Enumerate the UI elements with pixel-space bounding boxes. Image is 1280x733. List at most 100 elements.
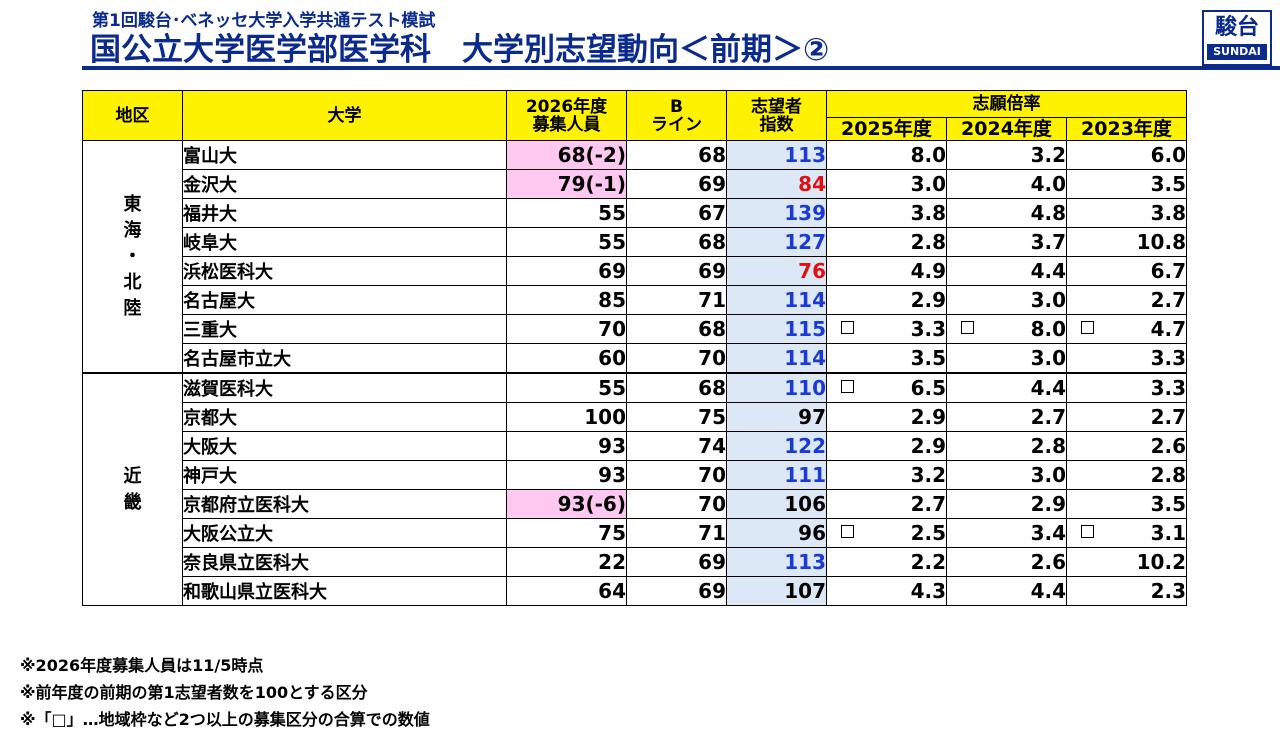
index-cell: 107 [726, 576, 827, 606]
university-name: 大阪大 [182, 431, 507, 461]
ratio-value: 6.0 [1150, 143, 1186, 167]
region-cell: 近畿 [82, 372, 183, 606]
index-cell: 84 [726, 169, 827, 199]
header-quota-line1: 2026年度 [525, 96, 608, 117]
ratio-value: 2.7 [1150, 288, 1186, 312]
table-row: 京都大 100 75 97 2.9 2.7 2.7 [83, 402, 1187, 432]
ratio-value: 2.2 [910, 550, 946, 574]
bline-cell: 68 [626, 314, 727, 344]
quota-cell: 100 [506, 402, 627, 432]
region-char: 海 [123, 219, 142, 241]
table-row: 近畿滋賀医科大 55 68 110 6.5 4.4 3.3 [82, 372, 1187, 606]
ratio-value: 3.8 [1150, 201, 1186, 225]
ratio-cell: 4.7 [1066, 314, 1187, 344]
university-name: 京都大 [182, 402, 507, 432]
quota-cell: 60 [506, 343, 627, 374]
ratio-cell: 3.0 [946, 460, 1067, 490]
bline-cell: 69 [626, 169, 727, 199]
ratio-value: 3.3 [1150, 346, 1186, 370]
ratio-value: 2.8 [1150, 463, 1186, 487]
university-table: 地区 大学 2026年度 募集人員 B ライン 志望者 指数 志願倍率 2025… [82, 90, 1187, 606]
ratio-value: 3.5 [1150, 172, 1186, 196]
university-name: 福井大 [182, 198, 507, 228]
ratio-cell: 3.2 [826, 460, 947, 490]
bline-cell: 69 [626, 576, 727, 606]
header-year-2025: 2025年度 [826, 117, 947, 141]
ratio-value: 10.2 [1136, 550, 1186, 574]
ratio-value: 6.7 [1150, 259, 1186, 283]
bline-cell: 69 [626, 256, 727, 286]
bline-cell: 70 [626, 489, 727, 519]
index-cell: 106 [726, 489, 827, 519]
ratio-value: 8.0 [910, 143, 946, 167]
table-row: 和歌山県立医科大 64 69 107 4.3 4.4 2.3 [83, 576, 1187, 606]
bline-cell: 70 [626, 343, 727, 374]
header-bline-line2: ライン [651, 114, 702, 135]
ratio-value: 4.7 [1150, 317, 1186, 341]
university-name: 三重大 [182, 314, 507, 344]
region-char: 東 [123, 193, 142, 215]
ratio-cell: 4.8 [946, 198, 1067, 228]
ratio-value: 2.9 [910, 434, 946, 458]
bline-cell: 71 [626, 285, 727, 315]
ratio-cell: 2.8 [946, 431, 1067, 461]
ratio-cell: 3.5 [1066, 489, 1187, 519]
quota-cell: 85 [506, 285, 627, 315]
quota-cell: 93(-6) [506, 489, 627, 519]
footnote: ※2026年度募集人員は11/5時点 [20, 656, 264, 675]
ratio-cell: 2.8 [826, 227, 947, 257]
ratio-value: 2.3 [1150, 579, 1186, 603]
university-name: 奈良県立医科大 [182, 547, 507, 577]
ratio-value: 2.7 [1030, 405, 1066, 429]
ratio-value: 2.6 [1030, 550, 1066, 574]
table-row: 金沢大 79(-1) 69 84 3.0 4.0 3.5 [83, 169, 1187, 199]
ratio-value: 2.7 [1150, 405, 1186, 429]
region-char: 陸 [123, 297, 142, 319]
university-name: 富山大 [182, 140, 507, 170]
ratio-value: 3.7 [1030, 230, 1066, 254]
ratio-value: 3.3 [910, 317, 946, 341]
university-name: 名古屋大 [182, 285, 507, 315]
quota-cell: 55 [506, 198, 627, 228]
logo-latin: SUNDAI [1207, 44, 1267, 60]
university-name: 大阪公立大 [182, 518, 507, 548]
header-index: 志望者 指数 [726, 90, 827, 141]
footnote: ※前年度の前期の第1志望者数を100とする区分 [20, 683, 368, 702]
combined-quota-box-icon [841, 380, 854, 393]
table-row: 岐阜大 55 68 127 2.8 3.7 10.8 [83, 227, 1187, 257]
index-cell: 76 [726, 256, 827, 286]
ratio-value: 2.9 [910, 288, 946, 312]
ratio-cell: 2.6 [1066, 431, 1187, 461]
table-row: 京都府立医科大 93(-6) 70 106 2.7 2.9 3.5 [83, 489, 1187, 519]
bline-cell: 67 [626, 198, 727, 228]
ratio-cell: 2.9 [946, 489, 1067, 519]
ratio-cell: 4.9 [826, 256, 947, 286]
ratio-cell: 3.5 [1066, 169, 1187, 199]
ratio-cell: 2.5 [826, 518, 947, 548]
quota-cell: 69 [506, 256, 627, 286]
ratio-cell: 3.5 [826, 343, 947, 374]
ratio-cell: 10.2 [1066, 547, 1187, 577]
ratio-cell: 2.3 [1066, 576, 1187, 606]
ratio-value: 2.8 [910, 230, 946, 254]
university-name: 神戸大 [182, 460, 507, 490]
bline-cell: 68 [626, 140, 727, 170]
ratio-cell: 3.3 [1066, 372, 1187, 403]
bline-cell: 74 [626, 431, 727, 461]
ratio-value: 10.8 [1136, 230, 1186, 254]
index-cell: 97 [726, 402, 827, 432]
ratio-cell: 2.2 [826, 547, 947, 577]
ratio-value: 6.5 [910, 376, 946, 400]
ratio-value: 4.0 [1030, 172, 1066, 196]
table-row: 神戸大 93 70 111 3.2 3.0 2.8 [83, 460, 1187, 490]
ratio-value: 3.0 [1030, 288, 1066, 312]
header-index-line1: 志望者 [751, 96, 802, 117]
ratio-value: 2.9 [910, 405, 946, 429]
quota-cell: 55 [506, 227, 627, 257]
ratio-cell: 3.8 [1066, 198, 1187, 228]
header-region: 地区 [82, 90, 183, 141]
sundai-logo: 駿台 SUNDAI [1202, 10, 1272, 66]
ratio-value: 4.3 [910, 579, 946, 603]
header-university: 大学 [182, 90, 507, 141]
index-cell: 113 [726, 140, 827, 170]
